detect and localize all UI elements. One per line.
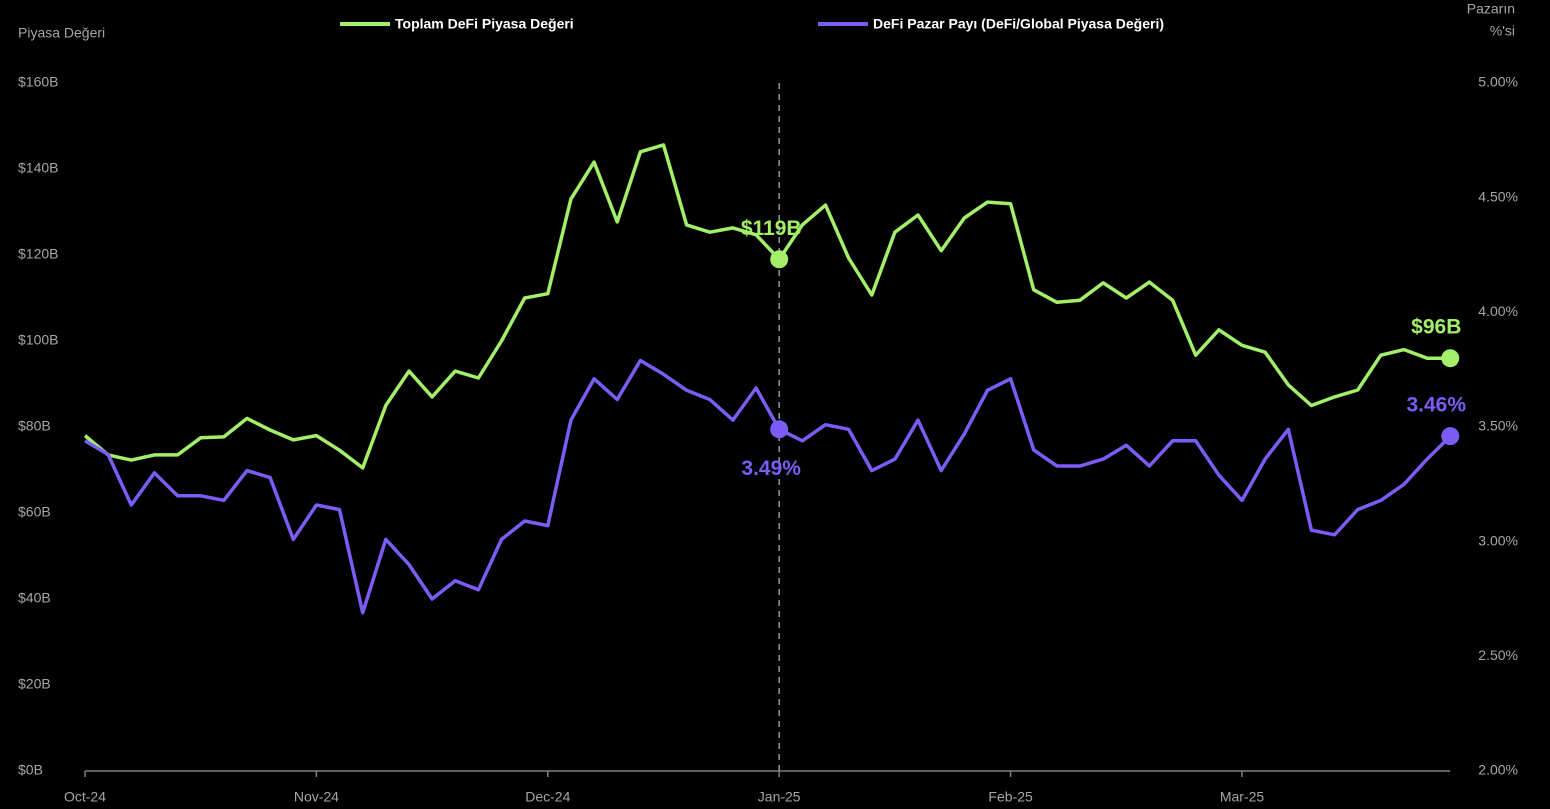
y-axis-label: Piyasa Değeri [18, 25, 105, 41]
y2-tick-label: 3.00% [1478, 532, 1518, 548]
y2-axis-label: %'si [1490, 23, 1515, 39]
y2-tick-label: 5.00% [1478, 74, 1518, 90]
x-tick-label: Jan-25 [758, 789, 801, 805]
legend-label: DeFi Pazar Payı (DeFi/Global Piyasa Değe… [873, 16, 1164, 32]
x-tick-label: Dec-24 [525, 789, 570, 805]
y2-tick-label: 2.50% [1478, 647, 1518, 663]
y-tick-label: $40B [18, 590, 51, 606]
x-tick-label: Feb-25 [988, 789, 1033, 805]
legend-label: Toplam DeFi Piyasa Değeri [395, 16, 574, 32]
y-tick-label: $0B [18, 762, 43, 778]
series-line [83, 143, 1451, 470]
point-marker [770, 250, 789, 269]
y-tick-label: $80B [18, 418, 51, 434]
y2-tick-label: 4.50% [1478, 188, 1518, 204]
value-label: 3.46% [1406, 394, 1466, 417]
y-tick-label: $160B [18, 74, 58, 90]
value-label: $96B [1411, 316, 1461, 339]
y2-axis-label: Pazarın [1467, 1, 1515, 17]
series-line [84, 358, 1452, 615]
point-marker [1441, 427, 1460, 446]
x-tick-label: Nov-24 [294, 789, 339, 805]
point-marker [1441, 349, 1460, 368]
x-tick-label: Mar-25 [1220, 789, 1265, 805]
y2-tick-label: 3.50% [1478, 418, 1518, 434]
y2-tick-label: 2.00% [1478, 762, 1518, 778]
y-tick-label: $120B [18, 246, 58, 262]
y-tick-label: $60B [18, 504, 51, 520]
y-tick-label: $20B [18, 676, 51, 692]
y-tick-label: $140B [18, 160, 58, 176]
point-marker [770, 420, 789, 439]
y-tick-label: $100B [18, 332, 58, 348]
x-tick-label: Oct-24 [64, 789, 106, 805]
y2-tick-label: 4.00% [1478, 303, 1518, 319]
value-label: 3.49% [741, 457, 801, 480]
value-label: $119B [741, 217, 802, 240]
